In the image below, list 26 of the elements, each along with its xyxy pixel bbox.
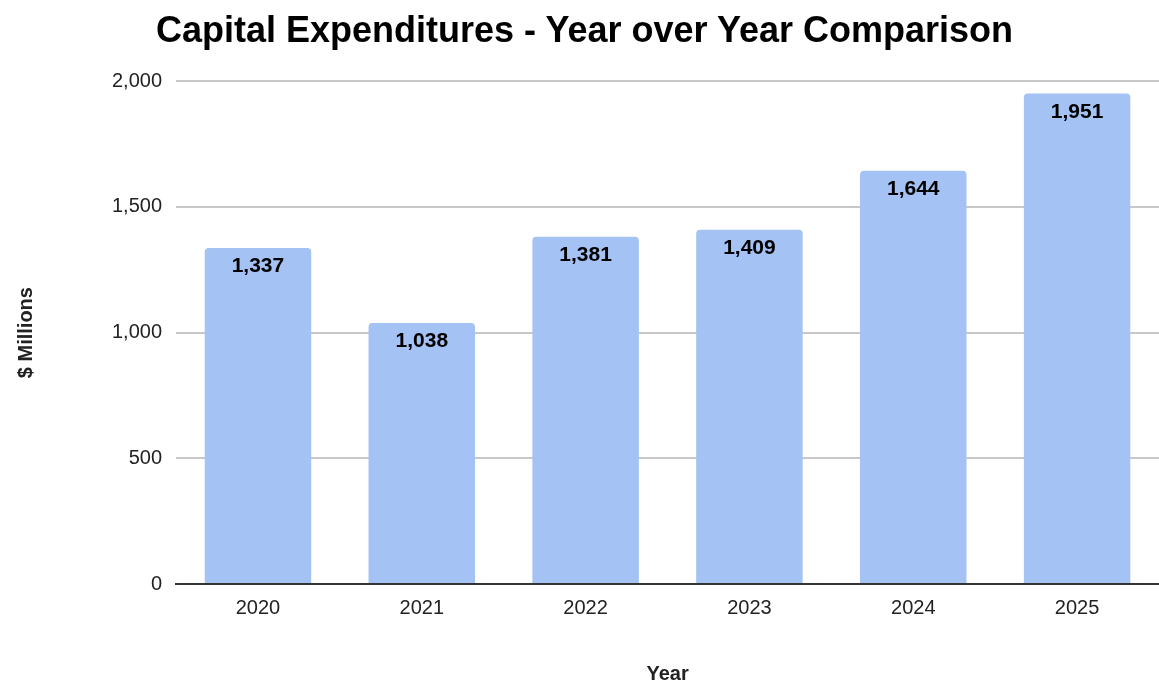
x-tick-label: 2022: [563, 595, 608, 618]
chart-title: Capital Expenditures - Year over Year Comparison: [155, 8, 1014, 50]
bar: [532, 236, 639, 583]
y-tick-label: 500: [128, 445, 163, 468]
x-tick-label: 2025: [1054, 595, 1100, 618]
data-label: 1,038: [395, 328, 449, 352]
x-axis-title: Year: [646, 661, 689, 684]
data-label: 1,644: [886, 176, 940, 199]
y-tick-label: 2,000: [111, 68, 163, 91]
y-tick-label: 0: [150, 571, 163, 594]
bar: [860, 170, 967, 583]
y-axis-title: $ Millions: [13, 287, 36, 379]
y-tick-label: 1,500: [111, 194, 163, 217]
data-label: 1,951: [1050, 98, 1104, 122]
bar: [1023, 93, 1131, 583]
x-tick-label: 2023: [727, 595, 772, 618]
bar: [696, 229, 803, 583]
data-label: 1,409: [723, 235, 776, 259]
x-tick-label: 2024: [891, 595, 936, 618]
y-tick-label: 1,000: [111, 320, 163, 343]
x-tick-label: 2020: [235, 595, 281, 618]
bar: [368, 323, 476, 583]
data-label: 1,337: [231, 253, 285, 277]
x-tick-label: 2021: [399, 595, 445, 618]
data-label: 1,381: [559, 242, 613, 266]
bar: [204, 247, 312, 583]
